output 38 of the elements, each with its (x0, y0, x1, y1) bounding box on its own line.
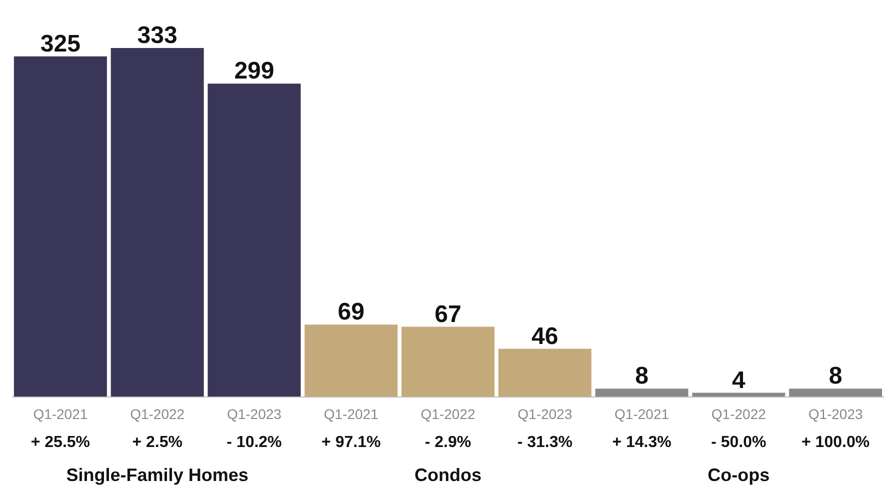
bar (595, 388, 688, 397)
data-label: 67 (434, 300, 462, 328)
bar (14, 56, 107, 397)
data-label: 333 (137, 22, 178, 49)
text: Condos (414, 465, 482, 485)
text: + 97.1% (322, 434, 381, 451)
x-tick-label: Q1-2023 (808, 406, 864, 422)
data-label: 4 (732, 366, 746, 394)
bar (401, 326, 494, 397)
text: Co-ops (708, 465, 770, 485)
x-tick-label: Q1-2023 (518, 406, 572, 422)
x-tick-label: Q1-2022 (420, 406, 476, 422)
x-tick-label: Q1-2022 (130, 406, 185, 422)
text: + 100.0% (802, 434, 870, 451)
text: + 25.5% (30, 434, 90, 451)
data-label: 8 (828, 362, 842, 390)
data-label: 299 (234, 58, 274, 85)
data-label: 46 (532, 322, 558, 350)
data-label: 69 (338, 298, 364, 326)
x-tick-label: Q1-2021 (33, 406, 88, 422)
text: - 2.9% (424, 434, 472, 451)
text: - 10.2% (226, 434, 282, 451)
text: Single-Family Homes (66, 465, 248, 485)
x-tick-label: Q1-2023 (226, 406, 282, 422)
bar (110, 48, 204, 397)
bar (498, 348, 592, 397)
x-tick-label: Q1-2021 (324, 406, 379, 422)
text: + 2.5% (132, 434, 182, 451)
text: - 31.3% (517, 434, 572, 451)
text: + 14.3% (612, 434, 672, 451)
x-tick-label: Q1-2021 (614, 406, 670, 422)
text: - 50.0% (711, 434, 766, 451)
bar (208, 84, 301, 397)
bar (789, 388, 882, 397)
data-label: 325 (40, 30, 80, 58)
x-tick-label: Q1-2022 (711, 406, 766, 422)
bar (304, 324, 398, 397)
data-label: 8 (635, 362, 648, 390)
